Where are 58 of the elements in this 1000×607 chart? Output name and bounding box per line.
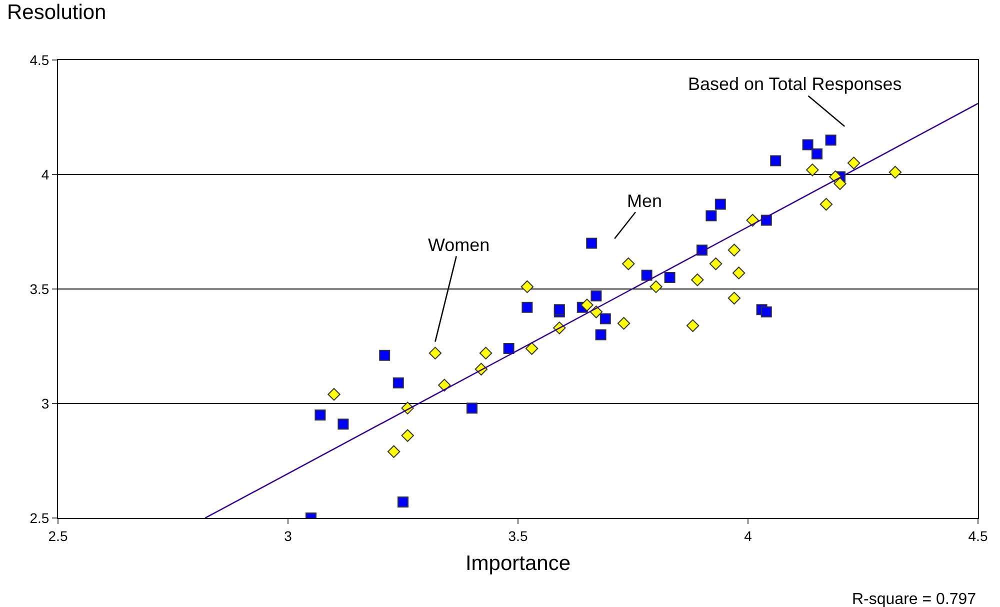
point xyxy=(732,266,746,280)
point xyxy=(503,343,514,354)
point xyxy=(525,342,538,355)
point xyxy=(770,155,782,166)
point xyxy=(522,302,533,313)
point xyxy=(595,329,606,340)
point xyxy=(812,148,822,160)
point xyxy=(806,164,819,176)
point xyxy=(650,280,662,294)
x-axis-title: Importance xyxy=(465,552,571,575)
point xyxy=(479,346,492,360)
point xyxy=(401,429,414,442)
point xyxy=(398,496,408,508)
point xyxy=(760,306,772,318)
point xyxy=(328,388,340,401)
point xyxy=(600,313,611,324)
x-tick-label: 4.5 xyxy=(968,528,988,544)
point xyxy=(820,198,833,211)
point xyxy=(617,317,630,330)
y-tick-label: 3 xyxy=(41,395,50,412)
x-tick-label: 3 xyxy=(284,528,292,544)
point xyxy=(590,290,602,302)
point xyxy=(641,270,652,281)
point xyxy=(706,210,717,222)
point xyxy=(664,272,676,284)
y-tick-label: 3.5 xyxy=(30,280,50,297)
point xyxy=(709,257,722,270)
y-tick-label: 4.5 xyxy=(30,52,50,68)
point xyxy=(847,156,860,170)
point xyxy=(834,177,846,190)
point xyxy=(520,280,534,294)
point xyxy=(825,134,836,146)
point xyxy=(728,244,741,256)
x-tick-label: 4 xyxy=(744,528,752,544)
point xyxy=(888,166,902,179)
point xyxy=(802,139,814,150)
point xyxy=(691,273,704,286)
text: R-square = 0.797 xyxy=(852,591,976,607)
point xyxy=(314,409,326,420)
point xyxy=(622,257,635,270)
y-tick-label: 2.5 xyxy=(30,510,50,526)
point xyxy=(580,298,594,312)
point xyxy=(387,445,400,458)
point xyxy=(728,292,741,305)
y-tick-label: 4 xyxy=(41,166,50,182)
point xyxy=(428,346,442,360)
point xyxy=(686,319,700,332)
text: Women xyxy=(428,235,490,255)
point xyxy=(586,238,598,249)
text: Based on Total Responses xyxy=(688,74,902,94)
x-tick-label: 3.5 xyxy=(508,528,528,544)
y-axis-title: Resolution xyxy=(7,1,106,24)
point xyxy=(338,418,349,430)
point xyxy=(392,377,404,388)
point xyxy=(714,198,726,210)
point xyxy=(466,402,478,414)
text: Men xyxy=(627,191,662,211)
point xyxy=(379,350,390,361)
